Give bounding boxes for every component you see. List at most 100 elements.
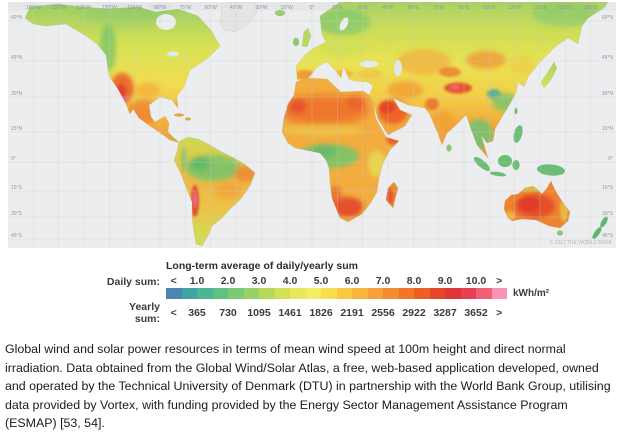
unit-label: kWh/m²	[513, 288, 550, 299]
scale-value: 4.0	[282, 275, 298, 287]
colorbar-segment	[429, 288, 445, 299]
colorbar	[166, 288, 507, 299]
legend-daily-row: Daily sum: <1.0 2.0 3.0 4.0 5.0 6.0 7.0 8.0 9.0 1…	[102, 275, 624, 288]
axis-label: 60°N	[602, 15, 614, 21]
axis-label: 105°W	[127, 5, 142, 11]
legend-bar-row: kWh/m²	[102, 288, 624, 299]
colorbar-segment	[181, 288, 197, 299]
colorbar-segment	[197, 288, 213, 299]
scale-value: 1095	[247, 306, 271, 319]
scale-value: 8.0	[406, 275, 422, 287]
scale-value: 5.0	[313, 275, 329, 287]
landmass-ireland	[292, 37, 300, 47]
landmass-hispaniola	[184, 117, 192, 121]
scale-value: 2556	[371, 306, 395, 319]
scale-value: 730	[219, 306, 237, 319]
axis-label: 150°E	[558, 5, 572, 11]
axis-label: 150°W	[51, 5, 66, 11]
scale-max-indicator: >	[496, 306, 503, 319]
scale-min-indicator: <	[170, 275, 177, 287]
scale-value: 2191	[340, 306, 364, 319]
figure-caption: Global wind and solar power resources in…	[5, 342, 611, 431]
axis-label: 45°S	[11, 233, 23, 239]
axis-label: 60°W	[205, 5, 218, 11]
colorbar-segment	[460, 288, 476, 299]
axis-label: 30°S	[11, 211, 23, 217]
scale-value: 3.0	[251, 275, 267, 287]
axis-label: 75°E	[433, 5, 445, 11]
scale-value: 6.0	[344, 275, 360, 287]
colorbar-segment	[367, 288, 383, 299]
axis-label: 45°N	[11, 55, 23, 61]
landmass-nz-south	[592, 226, 602, 240]
axis-label: 165°W	[26, 5, 41, 11]
colorbar-segment	[476, 288, 492, 299]
axis-label: 75°W	[179, 5, 192, 11]
world-map: 165°W 150°W 135°W 120°W 105°W 90°W 75°W 60°W 45°…	[8, 1, 616, 248]
axis-label: 0°	[608, 156, 613, 162]
colorbar-segment	[228, 288, 244, 299]
axis-label: 90°W	[154, 5, 167, 11]
inland-seas	[156, 14, 402, 76]
scale-value: 2.0	[220, 275, 236, 287]
landmass-sumatra	[473, 156, 491, 172]
axis-label: 135°E	[533, 5, 547, 11]
landmass-tasmania	[556, 230, 564, 236]
legend-yearly-row: Yearly sum: <365 730 1095 1461 1826 2191 2556 2…	[102, 301, 624, 325]
colorbar-segment	[212, 288, 228, 299]
daily-scale: <1.0 2.0 3.0 4.0 5.0 6.0 7.0 8.0 9.0 10.0 >	[166, 275, 507, 288]
latitude-axis-left: 60°N 45°N 30°N 15°N 0° 15°S 30°S 45°S	[11, 15, 23, 239]
landmass-japan	[540, 61, 558, 89]
axis-label: 60°E	[408, 5, 420, 11]
landmass-new-guinea	[536, 164, 566, 176]
axis-label: 0°	[11, 156, 16, 162]
axis-label: 120°W	[102, 5, 117, 11]
scale-max-indicator: >	[496, 275, 503, 287]
axis-label: 135°W	[76, 5, 91, 11]
scale-value: 7.0	[375, 275, 391, 287]
islands	[173, 9, 608, 240]
colorbar-segment	[352, 288, 368, 299]
axis-label: 45°W	[230, 5, 243, 11]
axis-label: 30°N	[602, 91, 614, 97]
scale-value: 10.0	[465, 275, 487, 287]
landmass-sulawesi	[512, 159, 520, 171]
colorbar-segment	[398, 288, 414, 299]
axis-label: 165°E	[584, 5, 598, 11]
scale-value: 365	[188, 306, 206, 319]
axis-label: 105°E	[482, 5, 496, 11]
landmass-sri-lanka	[446, 144, 452, 152]
latitude-axis-right: 60°N 45°N 30°N 15°N 0° 15°S 30°S 45°S	[602, 15, 614, 239]
axis-label: 15°S	[11, 185, 23, 191]
colorbar-segment	[321, 288, 337, 299]
colorbar-segment	[445, 288, 461, 299]
map-container: 165°W 150°W 135°W 120°W 105°W 90°W 75°W 60°W 45°…	[8, 1, 616, 248]
landmass-philippines	[513, 125, 523, 143]
daily-sum-label: Daily sum:	[106, 275, 160, 288]
axis-label: 15°S	[602, 185, 614, 191]
colorbar-segment	[290, 288, 306, 299]
longitude-axis: 165°W 150°W 135°W 120°W 105°W 90°W 75°W 60°W 45°…	[26, 5, 598, 11]
colorbar-segment	[414, 288, 430, 299]
colorbar-segment	[259, 288, 275, 299]
landmass-borneo	[497, 154, 513, 168]
legend-title: Long-term average of daily/yearly sum	[166, 260, 358, 272]
scale-value: 3652	[464, 306, 488, 319]
landmass-iceland	[274, 9, 286, 17]
axis-label: 120°E	[508, 5, 522, 11]
scale-min-indicator: <	[170, 306, 177, 319]
scale-value: 9.0	[437, 275, 453, 287]
axis-label: 15°W	[281, 5, 294, 11]
axis-label: 30°S	[602, 211, 614, 217]
scale-value: 3287	[433, 306, 457, 319]
axis-label: 15°E	[332, 5, 344, 11]
yearly-scale: <365 730 1095 1461 1826 2191 2556 2922 3287 3652 >	[166, 307, 507, 320]
map-copyright: © 2017 THE WORLD BANK	[550, 239, 613, 246]
scale-value: 1826	[309, 306, 333, 319]
axis-label: 45°E	[383, 5, 395, 11]
axis-label: 60°N	[11, 15, 23, 21]
axis-label: 90°E	[459, 5, 471, 11]
graticule	[8, 2, 616, 248]
scale-value: 1461	[278, 306, 302, 319]
scale-value: 2922	[402, 306, 426, 319]
